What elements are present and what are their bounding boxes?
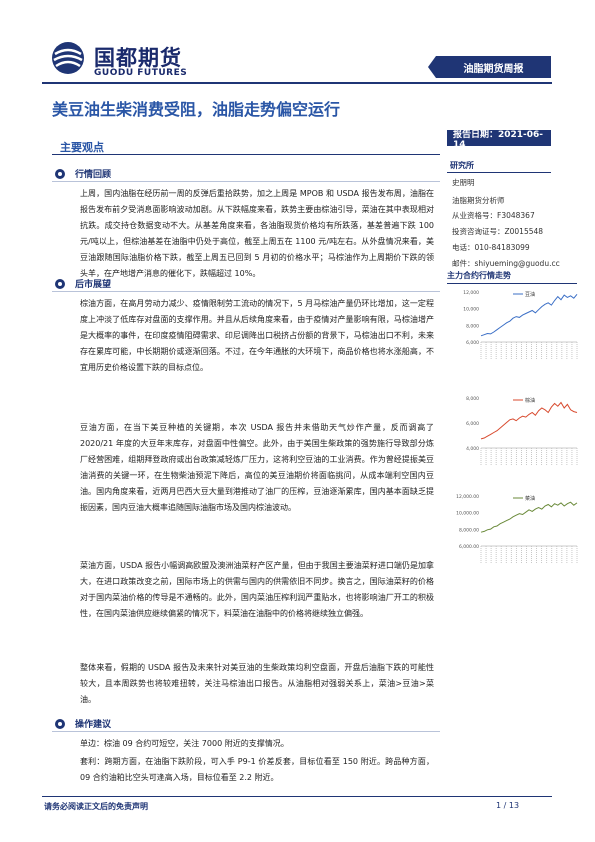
series-line [480, 401, 578, 440]
email: 邮件：shiyueming@guodu.cc [452, 259, 560, 268]
y-tick-label: 6,000 [466, 340, 479, 346]
logo-globe-icon [52, 42, 84, 74]
logo-en: GUODU FUTURES [94, 68, 188, 78]
y-tick-label: 10,000 [463, 307, 479, 313]
report-type-tag: 油脂期货周报 [428, 56, 551, 78]
header-divider [42, 82, 552, 84]
subsection-divider [52, 291, 440, 292]
page-title: 美豆油生柴消费受阻，油脂走势偏空运行 [52, 100, 341, 119]
series-line [480, 293, 578, 337]
bullet-icon [55, 168, 65, 179]
y-tick-label: 8,000 [466, 396, 479, 402]
sidebar-title: 研究所 [450, 161, 474, 170]
bullet-icon [55, 718, 65, 729]
main-section-title: 主要观点 [60, 141, 104, 154]
paragraph: 整体来看，假期的 USDA 报告及未来针对美豆油的生柴政策均利空盘面，开盘后油脂… [80, 663, 434, 704]
section-divider [52, 154, 440, 155]
rapeseedoil-chart: 12,000.00 10,000.00 8,000.00 6,000.00 菜油 [456, 494, 578, 564]
series-line [480, 501, 578, 533]
section-heading-outlook: 后市展望 [55, 277, 111, 290]
y-tick-label: 6,000.00 [459, 544, 479, 550]
legend-label: 菜油 [525, 495, 535, 502]
analyst-role: 油脂期货分析师 [452, 196, 505, 205]
section-heading-advice: 操作建议 [55, 717, 111, 730]
company-logo: 国都期货 GUODU FUTURES [50, 40, 200, 90]
page-number: 1 / 13 [496, 801, 520, 810]
palmoil-chart: 8,000 6,000 4,000 棕油 [466, 396, 578, 466]
bullet-icon [55, 278, 65, 289]
subsection-divider [52, 731, 440, 732]
consulting-number: 投资咨询证号：Z0015548 [452, 227, 544, 236]
qualification-number: 从业资格号：F3048367 [452, 211, 535, 220]
subsection-divider [52, 181, 440, 182]
y-tick-label: 8,000 [466, 323, 479, 329]
paragraph: 单边：棕油 09 合约可短空，关注 7000 附近的支撑情况。 [80, 739, 289, 748]
y-tick-label: 12,000.00 [456, 494, 479, 500]
y-tick-label: 12,000 [463, 290, 479, 296]
soyoil-chart: 12,000 10,000 8,000 6,000 豆油 [463, 290, 578, 360]
analyst-name: 史朋明 [452, 178, 475, 187]
sidebar-divider [447, 172, 551, 173]
logo-cn: 国都期货 [94, 46, 182, 70]
y-tick-label: 4,000 [466, 446, 479, 452]
legend-label: 棕油 [525, 397, 535, 404]
paragraph: 棕油方面，在高月劳动力减少、疫情限制劳工流动的情况下，5 月马棕油产量仍环比增加… [80, 299, 434, 372]
report-date: 报告日期：2021-06-14 [447, 130, 551, 150]
footer-divider [42, 796, 552, 797]
paragraph: 上周，国内油脂在经历前一周的反弹后重拾跌势，加之上周是 MPOB 和 USDA … [80, 189, 434, 278]
y-tick-label: 10,000.00 [456, 511, 479, 517]
phone: 电话：010-84183099 [452, 243, 530, 252]
y-tick-label: 6,000 [466, 421, 479, 427]
charts-title: 主力合约行情走势 [447, 270, 577, 284]
section-heading-review: 行情回顾 [55, 167, 111, 180]
legend-label: 豆油 [525, 291, 535, 298]
footer-disclaimer: 请务必阅读正文后的免责声明 [44, 802, 148, 811]
paragraph: 套利：跨期方面，在油脂下跌阶段，可入手 P9-1 价差反套，目标位看至 150 … [80, 757, 434, 782]
paragraph: 豆油方面，在当下美豆种植的关键期，本次 USDA 报告并未借助天气炒作产量，反而… [80, 423, 434, 512]
paragraph: 菜油方面，USDA 报告小幅调高欧盟及澳洲油菜籽产区产量，但由于我国主要油菜籽进… [80, 561, 434, 618]
y-tick-label: 8,000.00 [459, 527, 479, 533]
